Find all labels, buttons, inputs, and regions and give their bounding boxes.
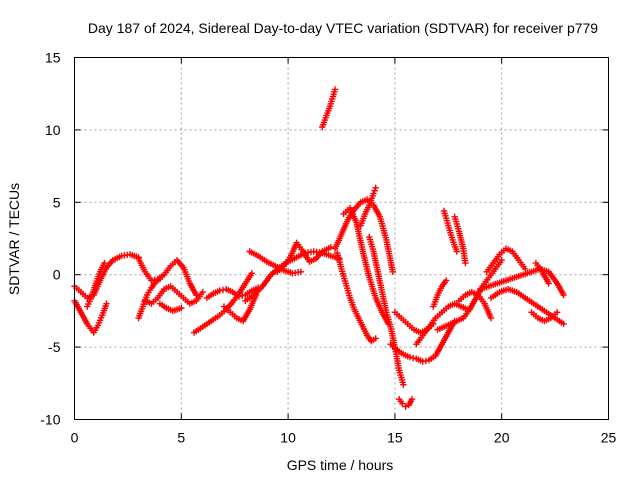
plus-markers: [440, 207, 460, 255]
series-arc-20: [387, 317, 458, 365]
series-arc-32: [528, 309, 561, 325]
plus-markers: [246, 248, 305, 277]
plus-markers: [477, 265, 567, 299]
x-tick-label: 0: [71, 430, 79, 446]
series-arc-17: [340, 204, 392, 328]
chart-title: Day 187 of 2024, Sidereal Day-to-day VTE…: [88, 20, 598, 36]
plus-markers: [203, 284, 262, 302]
x-tick-label: 15: [387, 430, 403, 446]
series-arc-23: [413, 300, 471, 348]
plus-markers: [135, 255, 200, 299]
plus-markers: [528, 309, 561, 325]
y-tick-label: -10: [40, 412, 60, 428]
series-arc-13: [274, 239, 334, 275]
series-arc-12: [246, 248, 305, 277]
plus-markers: [487, 286, 567, 328]
data-points: [71, 86, 567, 410]
series-arc-3: [84, 259, 108, 310]
series-arc-18: [357, 184, 379, 229]
series-arc-33: [532, 259, 552, 287]
x-tick-label: 10: [280, 430, 296, 446]
series-arc-19: [366, 233, 407, 388]
plus-markers: [156, 300, 185, 315]
y-axis-label: SDTVAR / TECUs: [6, 183, 22, 295]
series-arc-29: [483, 245, 529, 275]
plus-markers: [455, 288, 495, 322]
series-arc-7: [156, 300, 185, 315]
series-arc-16: [334, 249, 379, 345]
plus-markers: [357, 184, 379, 229]
series-arc-27: [451, 213, 469, 267]
series-arc-28: [455, 288, 495, 322]
y-tick-label: 15: [45, 50, 61, 66]
plus-markers: [84, 259, 108, 310]
y-tick-label: 0: [53, 267, 61, 283]
plus-markers: [220, 291, 260, 325]
x-tick-label: 25: [601, 430, 617, 446]
plus-markers: [483, 245, 529, 275]
plus-markers: [532, 259, 552, 287]
series-arc-26: [440, 207, 460, 255]
plus-markers: [413, 300, 471, 348]
series-arc-15: [331, 196, 396, 275]
plus-markers: [366, 233, 407, 388]
series-arc-31: [487, 286, 567, 328]
y-tick-label: 10: [45, 122, 61, 138]
series-arc-30: [477, 265, 567, 299]
series-arc-14: [319, 86, 339, 131]
series-arc-6: [141, 283, 206, 307]
plot-frame: [74, 57, 609, 420]
plus-markers: [71, 251, 142, 302]
plus-markers: [331, 196, 396, 275]
x-tick-label: 20: [494, 430, 510, 446]
x-tick-label: 5: [177, 430, 185, 446]
y-tick-label: -5: [48, 339, 61, 355]
series-arc-9: [203, 284, 262, 302]
plus-markers: [451, 213, 469, 267]
plus-markers: [387, 317, 458, 365]
x-axis-label: GPS time / hours: [287, 457, 394, 473]
series-arc-4: [135, 255, 200, 299]
plus-markers: [396, 396, 416, 410]
plus-markers: [334, 249, 379, 345]
plus-markers: [319, 86, 339, 131]
plus-markers: [430, 277, 450, 310]
series-arc-21: [396, 396, 416, 410]
y-tick-label: 5: [53, 194, 61, 210]
series-arc-10: [220, 291, 260, 325]
series-arc-24: [430, 277, 450, 310]
series-arc-1: [71, 251, 142, 302]
plus-markers: [274, 239, 334, 275]
plus-markers: [340, 204, 392, 328]
plus-markers: [141, 283, 206, 307]
